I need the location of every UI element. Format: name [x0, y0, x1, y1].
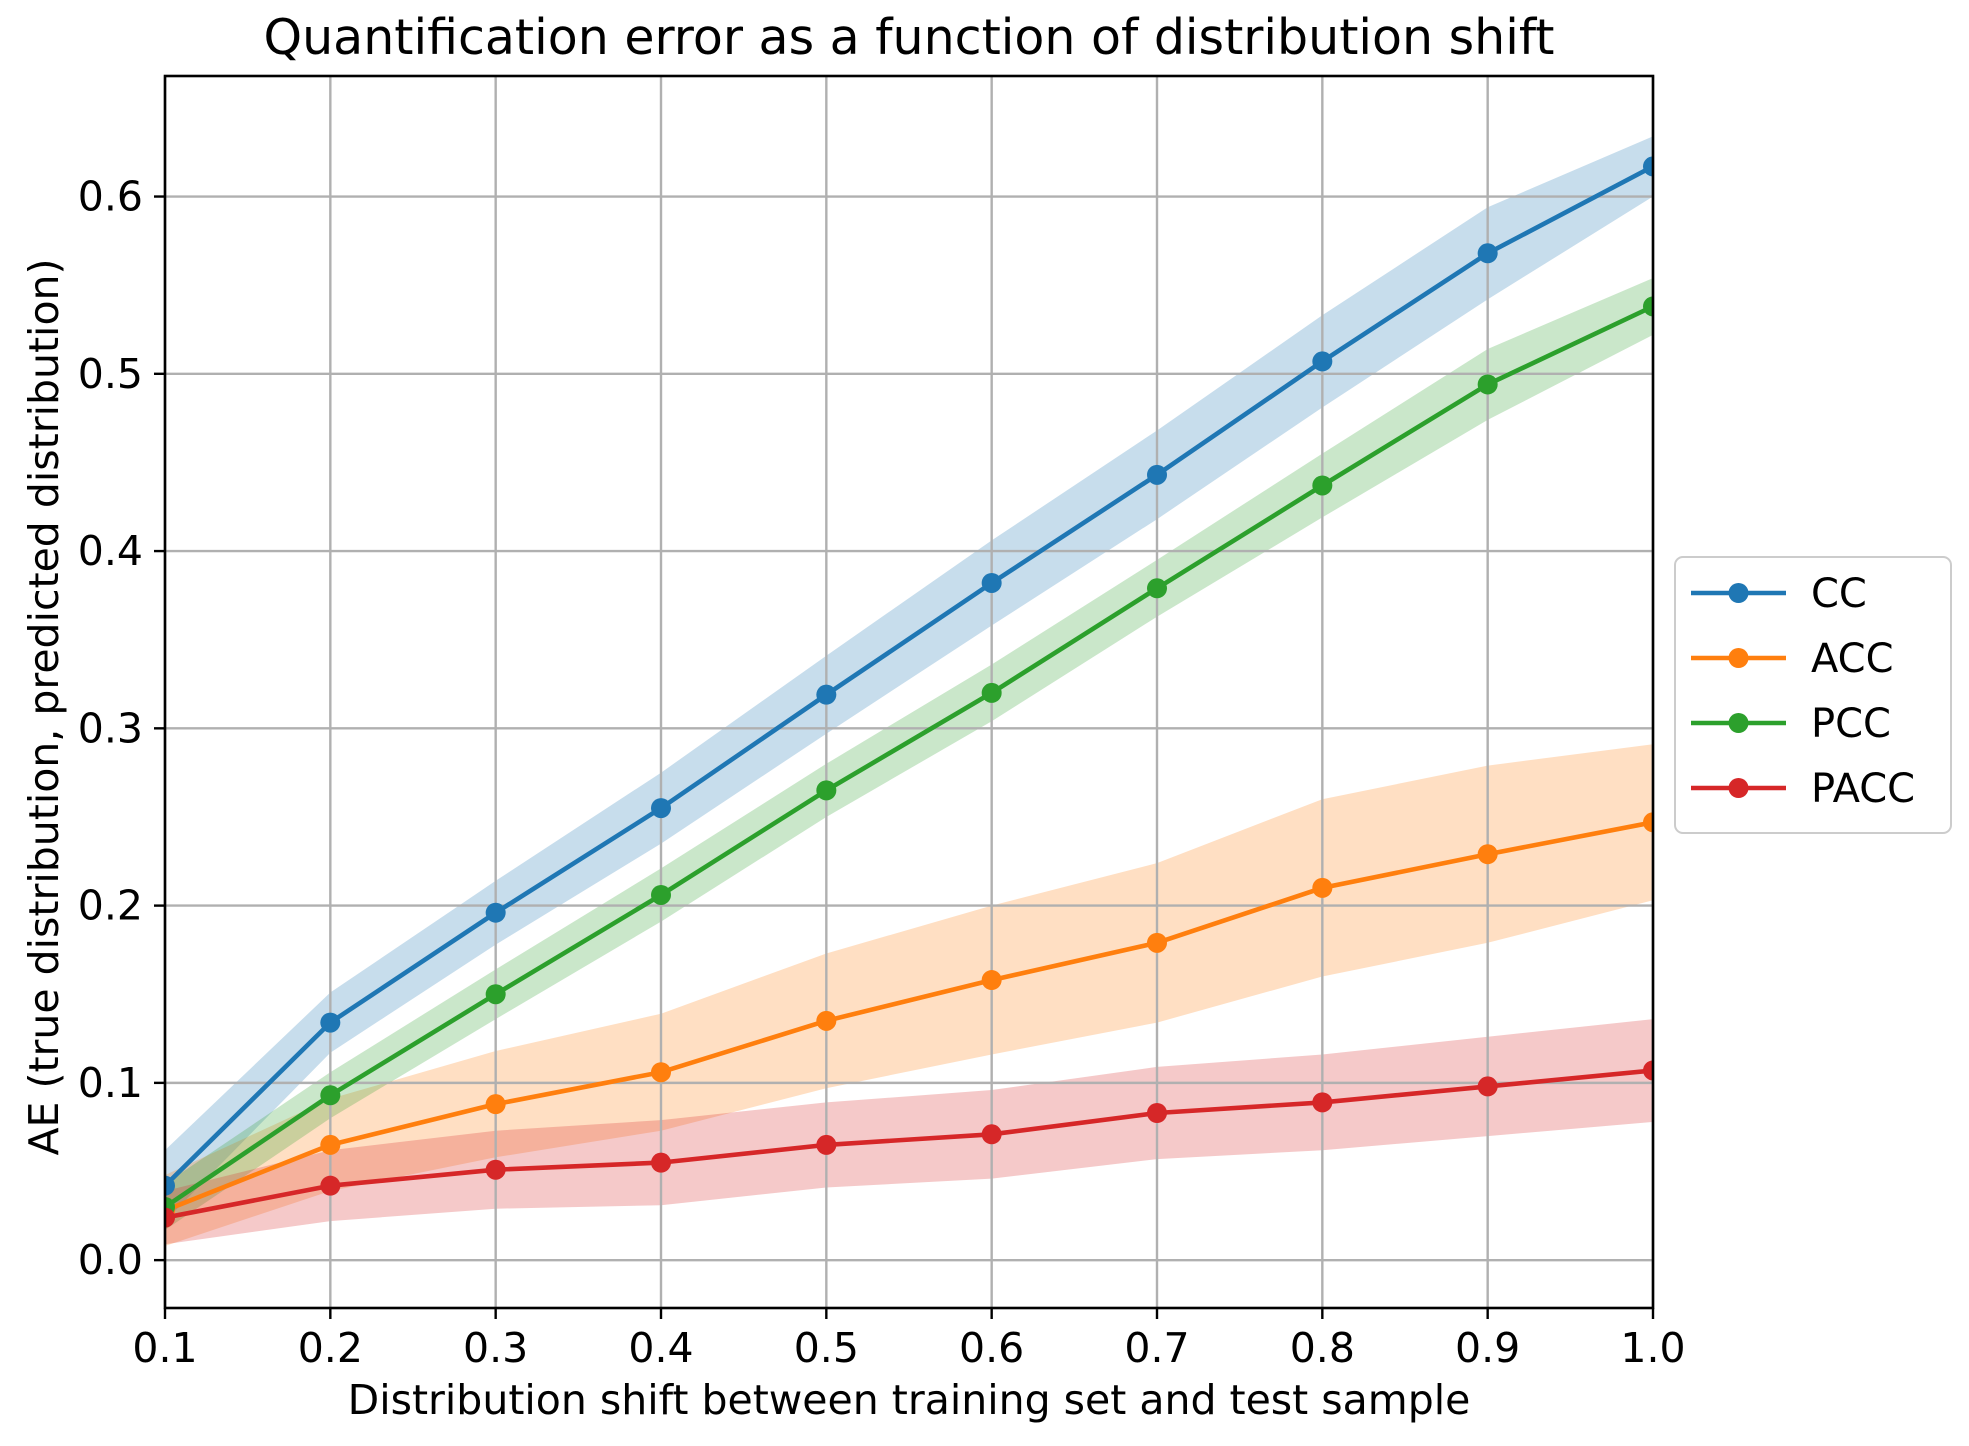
marker-PACC — [1477, 1076, 1498, 1097]
marker-ACC — [1147, 932, 1167, 953]
marker-CC — [165, 1175, 175, 1196]
marker-PCC — [816, 780, 837, 801]
y-tick-label: 0.2 — [78, 882, 143, 930]
axis-ticks: 0.1 0.2 0.3 0.4 0.5 0.6 0.7 0.8 0.9 1.0 0.0 0.1 0.2 0… — [78, 173, 1686, 1372]
marker-CC — [981, 572, 1002, 593]
legend-label: CC — [1811, 571, 1867, 617]
band-PCC — [165, 278, 1653, 1231]
y-tick-label: 0.1 — [78, 1059, 143, 1107]
marker-PACC — [816, 1134, 837, 1155]
legend: CC ACC PCC PACC — [1674, 556, 1952, 834]
line-PCC — [165, 304, 1653, 1209]
band-CC — [165, 136, 1653, 1222]
line-PACC — [165, 1068, 1653, 1220]
marker-ACC — [1477, 844, 1498, 865]
marker-CC — [485, 902, 506, 923]
y-tick-label: 0.6 — [78, 173, 143, 221]
x-tick-label: 0.3 — [463, 1324, 528, 1372]
marker-PCC — [320, 1085, 341, 1106]
legend-marker — [1728, 648, 1749, 668]
marker-PCC — [1147, 578, 1167, 599]
series-lines — [165, 156, 1653, 1228]
legend-entry-ACC: ACC — [1691, 636, 1894, 682]
x-tick-label: 0.8 — [1290, 1324, 1355, 1372]
x-tick-label: 0.2 — [298, 1324, 363, 1372]
legend-marker — [1728, 713, 1749, 733]
marker-ACC — [816, 1010, 837, 1031]
y-tick-label: 0.5 — [78, 350, 143, 398]
marker-ACC — [485, 1094, 506, 1115]
confidence-bands — [165, 136, 1653, 1246]
legend-marker — [1728, 583, 1749, 603]
marker-CC — [651, 798, 671, 819]
axes-spines — [163, 74, 1655, 1310]
x-tick-label: 0.1 — [132, 1324, 197, 1372]
marker-PACC — [1312, 1092, 1333, 1113]
x-axis-label: Distribution shift between training set … — [347, 1376, 1471, 1424]
y-tick-label: 0.4 — [78, 527, 143, 575]
marker-PCC — [651, 884, 671, 905]
marker-ACC — [651, 1062, 671, 1083]
x-tick-label: 0.6 — [959, 1324, 1024, 1372]
y-axis-label: AE (true distribution, predicted distrib… — [20, 258, 68, 1156]
marker-ACC — [981, 970, 1002, 991]
band-PACC — [165, 1019, 1653, 1245]
line-CC — [165, 164, 1653, 1188]
marker-PACC — [981, 1124, 1002, 1145]
marker-PCC — [1643, 296, 1653, 317]
legend-entry-PACC: PACC — [1691, 766, 1915, 812]
x-tick-label: 0.5 — [794, 1324, 859, 1372]
marker-CC — [1312, 351, 1333, 372]
marker-PACC — [485, 1159, 506, 1180]
legend-box — [1674, 556, 1952, 834]
marker-CC — [816, 684, 837, 705]
marker-CC — [320, 1012, 341, 1033]
chart-title: Quantification error as a function of di… — [263, 9, 1555, 66]
line-ACC — [165, 820, 1653, 1213]
marker-PACC — [320, 1175, 341, 1196]
marker-PACC — [651, 1152, 671, 1173]
band-ACC — [165, 744, 1653, 1246]
marker-ACC — [1643, 812, 1653, 833]
marker-PCC — [485, 984, 506, 1005]
marker-PACC — [1147, 1103, 1167, 1124]
y-tick-label: 0.0 — [78, 1236, 143, 1284]
x-tick-label: 0.7 — [1124, 1324, 1189, 1372]
marker-CC — [1477, 243, 1498, 264]
marker-CC — [1643, 156, 1653, 177]
legend-entry-CC: CC — [1691, 571, 1867, 617]
legend-label: ACC — [1811, 636, 1894, 682]
marker-PACC — [165, 1207, 175, 1228]
marker-PCC — [1312, 475, 1333, 496]
marker-ACC — [1312, 877, 1333, 898]
legend-label: PACC — [1811, 766, 1915, 812]
marker-PACC — [1643, 1060, 1653, 1081]
y-tick-label: 0.3 — [78, 704, 143, 752]
x-tick-label: 1.0 — [1620, 1324, 1685, 1372]
legend-entry-PCC: PCC — [1691, 701, 1891, 747]
x-tick-label: 0.9 — [1455, 1324, 1520, 1372]
marker-CC — [1147, 464, 1167, 485]
marker-PCC — [981, 682, 1002, 703]
marker-ACC — [320, 1134, 341, 1155]
marker-PCC — [1477, 374, 1498, 395]
legend-label: PCC — [1811, 701, 1891, 747]
legend-marker — [1728, 778, 1749, 798]
x-tick-label: 0.4 — [628, 1324, 693, 1372]
